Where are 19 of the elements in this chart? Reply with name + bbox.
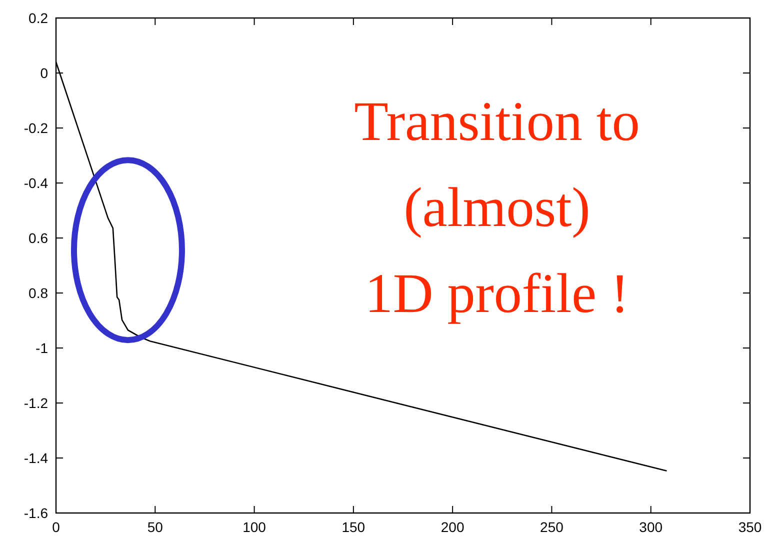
x-tick-label: 50: [147, 519, 164, 535]
x-tick-label: 100: [242, 519, 266, 535]
x-tick-label: 350: [738, 519, 762, 535]
x-tick-label: 150: [342, 519, 366, 535]
y-tick-label: 0.8: [28, 285, 48, 301]
y-tick-label: 0: [40, 65, 48, 81]
y-tick-label: 0.2: [28, 10, 48, 26]
y-tick-label: -1.4: [24, 450, 48, 466]
annotation: Transition to (almost) 1D profile !: [354, 91, 640, 325]
x-tick-label: 300: [639, 519, 663, 535]
y-tick-label: -0.4: [24, 175, 48, 191]
y-tick-label: 0.6: [28, 230, 48, 246]
y-tick-label: -1: [36, 340, 48, 356]
x-tick-label: 200: [440, 519, 464, 535]
y-tick-label: -1.6: [24, 505, 48, 521]
x-tick-label: 250: [540, 519, 564, 535]
x-tick-label: 0: [52, 519, 60, 535]
y-tick-label: -0.2: [24, 120, 48, 136]
y-tick-label: -1.2: [24, 395, 48, 411]
